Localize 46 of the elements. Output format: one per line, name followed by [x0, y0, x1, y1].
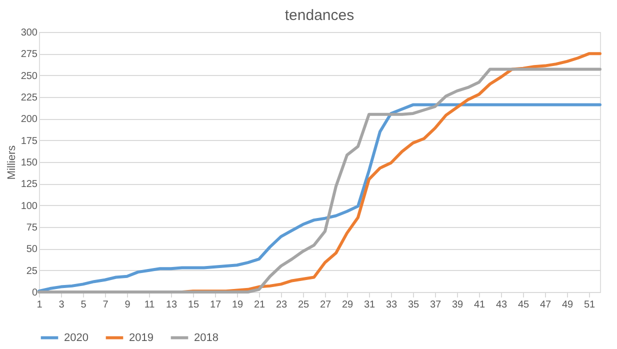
x-tick-label: 15 — [188, 300, 200, 310]
y-tick-label: 100 — [20, 200, 38, 212]
y-tick-label: 200 — [20, 114, 38, 126]
y-tick-label: 50 — [26, 244, 38, 256]
y-tick-label: 175 — [20, 136, 38, 147]
y-tick-label: 150 — [20, 158, 38, 168]
y-tick-label: 75 — [26, 222, 38, 234]
y-tick-label: 300 — [20, 28, 38, 38]
x-tick-label: 33 — [386, 300, 398, 310]
y-axis-title: Milliers — [6, 144, 18, 180]
chart-title: tendances — [284, 7, 354, 24]
line-series — [38, 68, 602, 294]
x-tick-label: 19 — [232, 300, 244, 310]
x-tick-label: 3 — [58, 300, 65, 310]
y-tick-label: 225 — [20, 92, 38, 104]
x-tick-label: 51 — [584, 300, 596, 310]
x-tick-label: 7 — [102, 300, 109, 310]
x-tick-label: 13 — [166, 300, 178, 310]
x-tick-label: 9 — [124, 300, 131, 310]
x-tick-label: 27 — [320, 300, 332, 310]
x-tick-label: 35 — [408, 300, 420, 310]
legend-label: 2020 — [64, 332, 88, 344]
x-tick-label: 37 — [430, 300, 442, 310]
x-tick-label: 1 — [36, 300, 43, 310]
y-tick-label: 125 — [20, 179, 38, 190]
y-tick-label: 0 — [32, 288, 38, 298]
x-tick-label: 11 — [144, 300, 156, 310]
x-tick-label: 49 — [562, 300, 574, 310]
y-tick-label: 250 — [20, 70, 38, 82]
x-tick-label: 39 — [452, 300, 464, 310]
x-tick-label: 31 — [364, 300, 376, 310]
x-tick-label: 47 — [540, 300, 552, 310]
x-tick-label: 23 — [276, 300, 288, 310]
x-tick-label: 21 — [254, 300, 266, 310]
line-series — [38, 103, 602, 293]
x-tick-label: 25 — [298, 300, 310, 310]
x-tick-label: 43 — [496, 300, 508, 310]
y-tick-label: 275 — [20, 49, 38, 60]
x-tick-label: 41 — [474, 300, 486, 310]
x-tick-label: 5 — [80, 300, 87, 310]
x-tick-label: 45 — [518, 300, 530, 310]
legend-label: 2018 — [194, 332, 218, 344]
y-tick-label: 25 — [26, 266, 38, 277]
x-tick-label: 29 — [342, 300, 354, 310]
x-tick-label: 17 — [210, 300, 222, 310]
legend-label: 2019 — [129, 332, 154, 344]
